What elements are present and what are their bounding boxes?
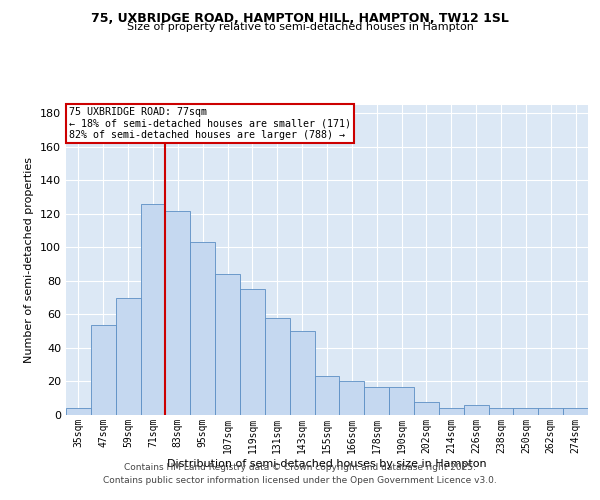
Bar (439, 408, 464, 415)
Bar (364, 386, 389, 415)
Bar (514, 408, 538, 415)
Text: 75 UXBRIDGE ROAD: 77sqm
← 18% of semi-detached houses are smaller (171)
82% of s: 75 UXBRIDGE ROAD: 77sqm ← 18% of semi-de… (68, 106, 350, 140)
Text: Size of property relative to semi-detached houses in Hampton: Size of property relative to semi-detach… (127, 22, 473, 32)
Y-axis label: Number of semi-detached properties: Number of semi-detached properties (25, 157, 34, 363)
Bar (140, 204, 166, 415)
Bar (464, 405, 488, 415)
Bar (240, 290, 265, 415)
Bar (414, 402, 439, 415)
Bar (563, 408, 588, 415)
Bar (488, 408, 514, 415)
Bar (166, 210, 190, 415)
Bar (538, 408, 563, 415)
X-axis label: Distribution of semi-detached houses by size in Hampton: Distribution of semi-detached houses by … (167, 458, 487, 468)
Bar (66, 408, 91, 415)
Bar (314, 376, 340, 415)
Text: Contains HM Land Registry data © Crown copyright and database right 2025.: Contains HM Land Registry data © Crown c… (124, 464, 476, 472)
Bar (91, 324, 116, 415)
Bar (389, 386, 414, 415)
Text: 75, UXBRIDGE ROAD, HAMPTON HILL, HAMPTON, TW12 1SL: 75, UXBRIDGE ROAD, HAMPTON HILL, HAMPTON… (91, 12, 509, 26)
Bar (340, 382, 364, 415)
Bar (190, 242, 215, 415)
Bar (290, 331, 314, 415)
Text: Contains public sector information licensed under the Open Government Licence v3: Contains public sector information licen… (103, 476, 497, 485)
Bar (116, 298, 140, 415)
Bar (215, 274, 240, 415)
Bar (265, 318, 290, 415)
